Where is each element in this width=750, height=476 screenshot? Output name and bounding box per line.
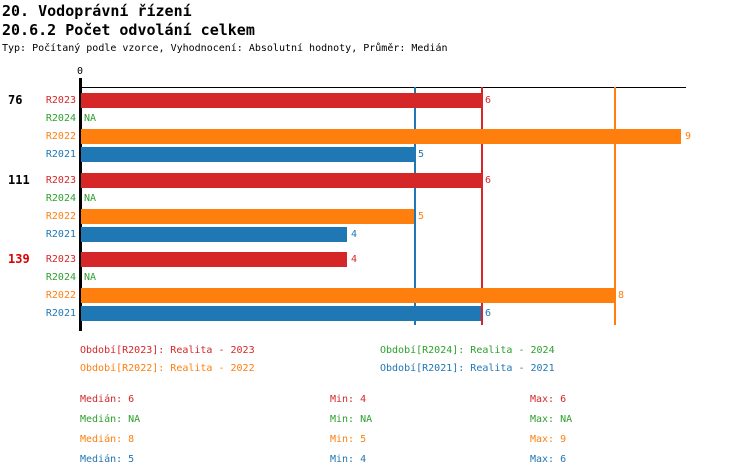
bar-value-label: 5 bbox=[418, 149, 425, 160]
bar-r2023 bbox=[81, 93, 481, 108]
row-label-r2022: R2022 bbox=[45, 211, 76, 222]
bar-r2021 bbox=[81, 306, 481, 321]
group-label: 111 bbox=[8, 173, 30, 187]
bar-r2021 bbox=[81, 147, 414, 162]
median-line-r2021 bbox=[414, 87, 416, 325]
row-label-r2024: R2024 bbox=[45, 193, 76, 204]
row-label-r2022: R2022 bbox=[45, 290, 76, 301]
bar-r2022 bbox=[81, 288, 614, 303]
stat-median-r2021: Medián: 5 bbox=[80, 454, 135, 465]
stat-max-r2021: Max: 6 bbox=[530, 454, 567, 465]
row-label-r2023: R2023 bbox=[45, 95, 76, 106]
x-axis-line bbox=[80, 87, 686, 88]
stat-min-r2024: Min: NA bbox=[330, 414, 373, 425]
row-label-r2021: R2021 bbox=[45, 149, 76, 160]
bar-value-label: 4 bbox=[351, 254, 358, 265]
stat-max-r2023: Max: 6 bbox=[530, 394, 567, 405]
na-label: NA bbox=[84, 272, 97, 283]
row-label-r2022: R2022 bbox=[45, 131, 76, 142]
bar-value-label: 6 bbox=[485, 308, 492, 319]
axis-origin-label: 0 bbox=[76, 66, 84, 77]
page-title: 20. Vodoprávní řízení bbox=[2, 2, 192, 20]
na-label: NA bbox=[84, 193, 97, 204]
row-label-r2023: R2023 bbox=[45, 175, 76, 186]
bar-value-label: 6 bbox=[485, 175, 492, 186]
row-label-r2023: R2023 bbox=[45, 254, 76, 265]
legend-item-r2023: Období[R2023]: Realita - 2023 bbox=[80, 345, 255, 356]
stat-median-r2024: Medián: NA bbox=[80, 414, 141, 425]
na-label: NA bbox=[84, 113, 97, 124]
row-label-r2021: R2021 bbox=[45, 308, 76, 319]
bar-r2022 bbox=[81, 209, 414, 224]
bar-r2022 bbox=[81, 129, 681, 144]
stat-median-r2022: Medián: 8 bbox=[80, 434, 135, 445]
bar-r2023 bbox=[81, 173, 481, 188]
bar-value-label: 6 bbox=[485, 95, 492, 106]
bar-r2021 bbox=[81, 227, 347, 242]
y-axis-line bbox=[79, 78, 82, 331]
stat-min-r2023: Min: 4 bbox=[330, 394, 367, 405]
bar-value-label: 4 bbox=[351, 229, 358, 240]
median-line-r2022 bbox=[614, 87, 616, 325]
bar-value-label: 5 bbox=[418, 211, 425, 222]
median-line-r2023 bbox=[481, 87, 483, 325]
group-label: 139 bbox=[8, 252, 30, 266]
chart-meta-line: Typ: Počítaný podle vzorce, Vyhodnocení:… bbox=[2, 43, 448, 54]
row-label-r2024: R2024 bbox=[45, 113, 76, 124]
legend-item-r2021: Období[R2021]: Realita - 2021 bbox=[380, 363, 555, 374]
stat-median-r2023: Medián: 6 bbox=[80, 394, 135, 405]
bar-value-label: 8 bbox=[618, 290, 625, 301]
row-label-r2024: R2024 bbox=[45, 272, 76, 283]
legend-item-r2024: Období[R2024]: Realita - 2024 bbox=[380, 345, 555, 356]
chart-title: 20.6.2 Počet odvolání celkem bbox=[2, 21, 255, 39]
legend-item-r2022: Období[R2022]: Realita - 2022 bbox=[80, 363, 255, 374]
stat-max-r2022: Max: 9 bbox=[530, 434, 567, 445]
row-label-r2021: R2021 bbox=[45, 229, 76, 240]
group-label: 76 bbox=[8, 93, 23, 107]
stat-max-r2024: Max: NA bbox=[530, 414, 573, 425]
bar-value-label: 9 bbox=[685, 131, 692, 142]
bar-r2023 bbox=[81, 252, 347, 267]
stat-min-r2022: Min: 5 bbox=[330, 434, 367, 445]
stat-min-r2021: Min: 4 bbox=[330, 454, 367, 465]
